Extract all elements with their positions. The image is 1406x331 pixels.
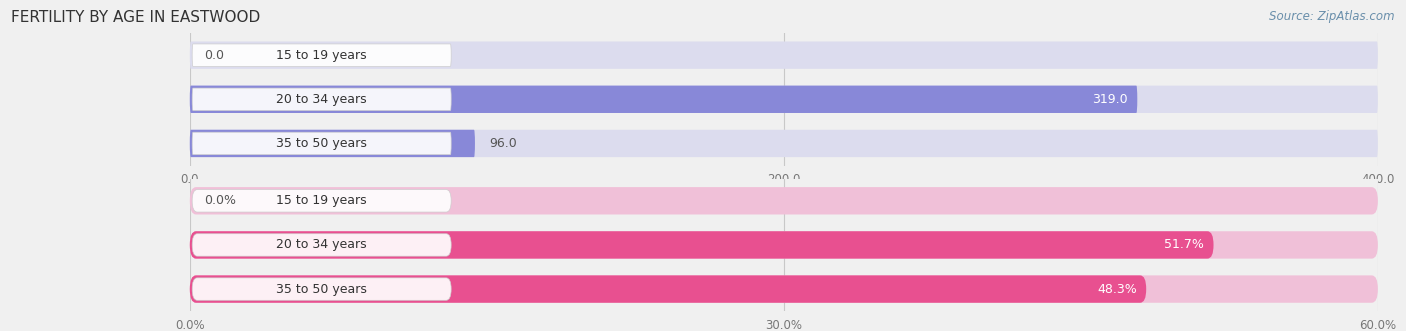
FancyBboxPatch shape xyxy=(193,132,451,155)
FancyBboxPatch shape xyxy=(193,88,451,111)
Text: 0.0%: 0.0% xyxy=(204,194,236,207)
FancyBboxPatch shape xyxy=(190,86,1137,113)
Text: 20 to 34 years: 20 to 34 years xyxy=(277,238,367,252)
FancyBboxPatch shape xyxy=(190,41,1378,69)
Text: FERTILITY BY AGE IN EASTWOOD: FERTILITY BY AGE IN EASTWOOD xyxy=(11,10,260,25)
Text: 96.0: 96.0 xyxy=(489,137,517,150)
FancyBboxPatch shape xyxy=(193,278,451,300)
FancyBboxPatch shape xyxy=(193,234,451,256)
FancyBboxPatch shape xyxy=(190,130,475,157)
FancyBboxPatch shape xyxy=(190,275,1378,303)
Text: 15 to 19 years: 15 to 19 years xyxy=(277,194,367,207)
Text: 0.0: 0.0 xyxy=(204,49,224,62)
FancyBboxPatch shape xyxy=(190,130,1378,157)
Text: Source: ZipAtlas.com: Source: ZipAtlas.com xyxy=(1270,10,1395,23)
Text: 319.0: 319.0 xyxy=(1092,93,1128,106)
Text: 15 to 19 years: 15 to 19 years xyxy=(277,49,367,62)
Text: 48.3%: 48.3% xyxy=(1097,283,1136,296)
Text: 20 to 34 years: 20 to 34 years xyxy=(277,93,367,106)
Text: 51.7%: 51.7% xyxy=(1164,238,1204,252)
FancyBboxPatch shape xyxy=(190,231,1378,259)
FancyBboxPatch shape xyxy=(193,44,451,67)
FancyBboxPatch shape xyxy=(190,231,1213,259)
FancyBboxPatch shape xyxy=(190,187,1378,214)
Text: 35 to 50 years: 35 to 50 years xyxy=(276,283,367,296)
FancyBboxPatch shape xyxy=(193,190,451,212)
FancyBboxPatch shape xyxy=(190,86,1378,113)
Text: 35 to 50 years: 35 to 50 years xyxy=(276,137,367,150)
FancyBboxPatch shape xyxy=(190,275,1146,303)
